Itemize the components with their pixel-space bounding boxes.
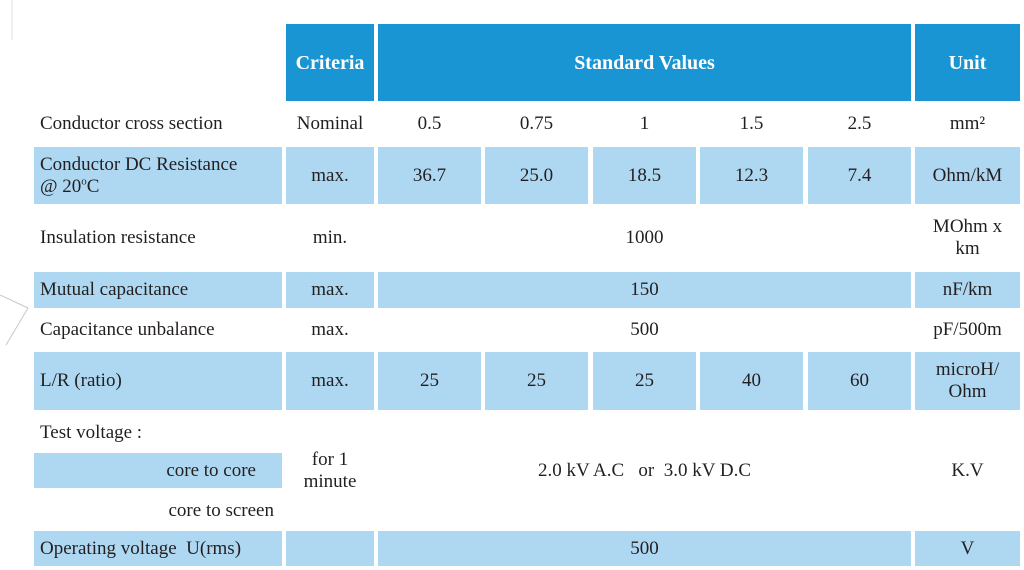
value-operating-voltage: 500 — [378, 531, 911, 566]
value-cap-unbalance: 500 — [630, 319, 659, 340]
criteria-insulation: min. — [312, 227, 348, 248]
value-dc-resistance-3: 18.5 — [593, 147, 696, 204]
unit-insulation-line1: MOhm x — [932, 216, 1003, 237]
unit-cross-section: mm² — [949, 113, 986, 134]
value-dc-resistance-4: 12.3 — [700, 147, 803, 204]
dc-resistance-line1: Conductor DC Resistance — [40, 153, 238, 175]
unit-lr-ratio-line1: microH/ — [935, 359, 1000, 380]
row-label-dc-resistance: Conductor DC Resistance @ 20oC — [34, 147, 282, 204]
criteria-test-voltage: for 1 minute — [286, 445, 374, 497]
row-label-insulation: Insulation resistance — [40, 227, 196, 248]
value-lr-ratio-1: 25 — [378, 352, 481, 410]
unit-mutual-cap: nF/km — [915, 272, 1020, 308]
value-dc-resistance-2: 25.0 — [485, 147, 588, 204]
value-cross-section-3: 1 — [639, 113, 650, 134]
header-criteria: Criteria — [286, 24, 374, 101]
unit-lr-ratio-line2: Ohm — [948, 381, 987, 402]
value-lr-ratio-5: 60 — [808, 352, 911, 410]
value-cross-section-1: 0.5 — [417, 113, 442, 134]
criteria-cross-section: Nominal — [296, 113, 364, 134]
value-mutual-cap: 150 — [378, 272, 911, 308]
value-cross-section-5: 2.5 — [847, 113, 872, 134]
value-lr-ratio-4: 40 — [700, 352, 803, 410]
test-voltage-core-to-screen: core to screen — [168, 499, 275, 521]
unit-test-voltage: K.V — [951, 460, 984, 481]
row-label-cross-section: Conductor cross section — [40, 113, 223, 134]
row-label-test-voltage: Test voltage : — [40, 422, 143, 443]
unit-dc-resistance: Ohm/kM — [915, 147, 1020, 204]
criteria-operating-voltage — [286, 531, 374, 566]
unit-operating-voltage: V — [915, 531, 1020, 566]
criteria-lr-ratio: max. — [286, 352, 374, 410]
dc-resistance-line2: @ 20oC — [40, 175, 100, 197]
criteria-dc-resistance: max. — [286, 147, 374, 204]
value-test-voltage: 2.0 kV A.C or 3.0 kV D.C — [537, 460, 752, 481]
row-label-operating-voltage: Operating voltage U(rms) — [34, 531, 282, 566]
unit-cap-unbalance: pF/500m — [933, 319, 1002, 340]
unit-lr-ratio: microH/ Ohm — [915, 352, 1020, 410]
criteria-mutual-cap: max. — [286, 272, 374, 308]
criteria-cap-unbalance: max. — [311, 319, 349, 340]
unit-insulation: MOhm x km — [915, 208, 1020, 268]
unit-insulation-line2: km — [955, 238, 980, 259]
criteria-test-voltage-line1: for 1 — [311, 449, 349, 470]
header-unit: Unit — [915, 24, 1020, 101]
value-lr-ratio-3: 25 — [593, 352, 696, 410]
value-cross-section-2: 0.75 — [519, 113, 554, 134]
criteria-test-voltage-line2: minute — [303, 471, 357, 492]
value-cross-section-4: 1.5 — [739, 113, 764, 134]
row-label-lr-ratio: L/R (ratio) — [34, 352, 282, 410]
value-dc-resistance-5: 7.4 — [808, 147, 911, 204]
test-voltage-core-to-core: core to core — [34, 453, 282, 488]
value-insulation: 1000 — [625, 227, 664, 248]
row-label-cap-unbalance: Capacitance unbalance — [40, 319, 215, 340]
header-standard-values: Standard Values — [378, 24, 911, 101]
decorative-edge-lines — [0, 0, 29, 346]
row-label-mutual-cap: Mutual capacitance — [34, 272, 282, 308]
value-lr-ratio-2: 25 — [485, 352, 588, 410]
value-dc-resistance-1: 36.7 — [378, 147, 481, 204]
